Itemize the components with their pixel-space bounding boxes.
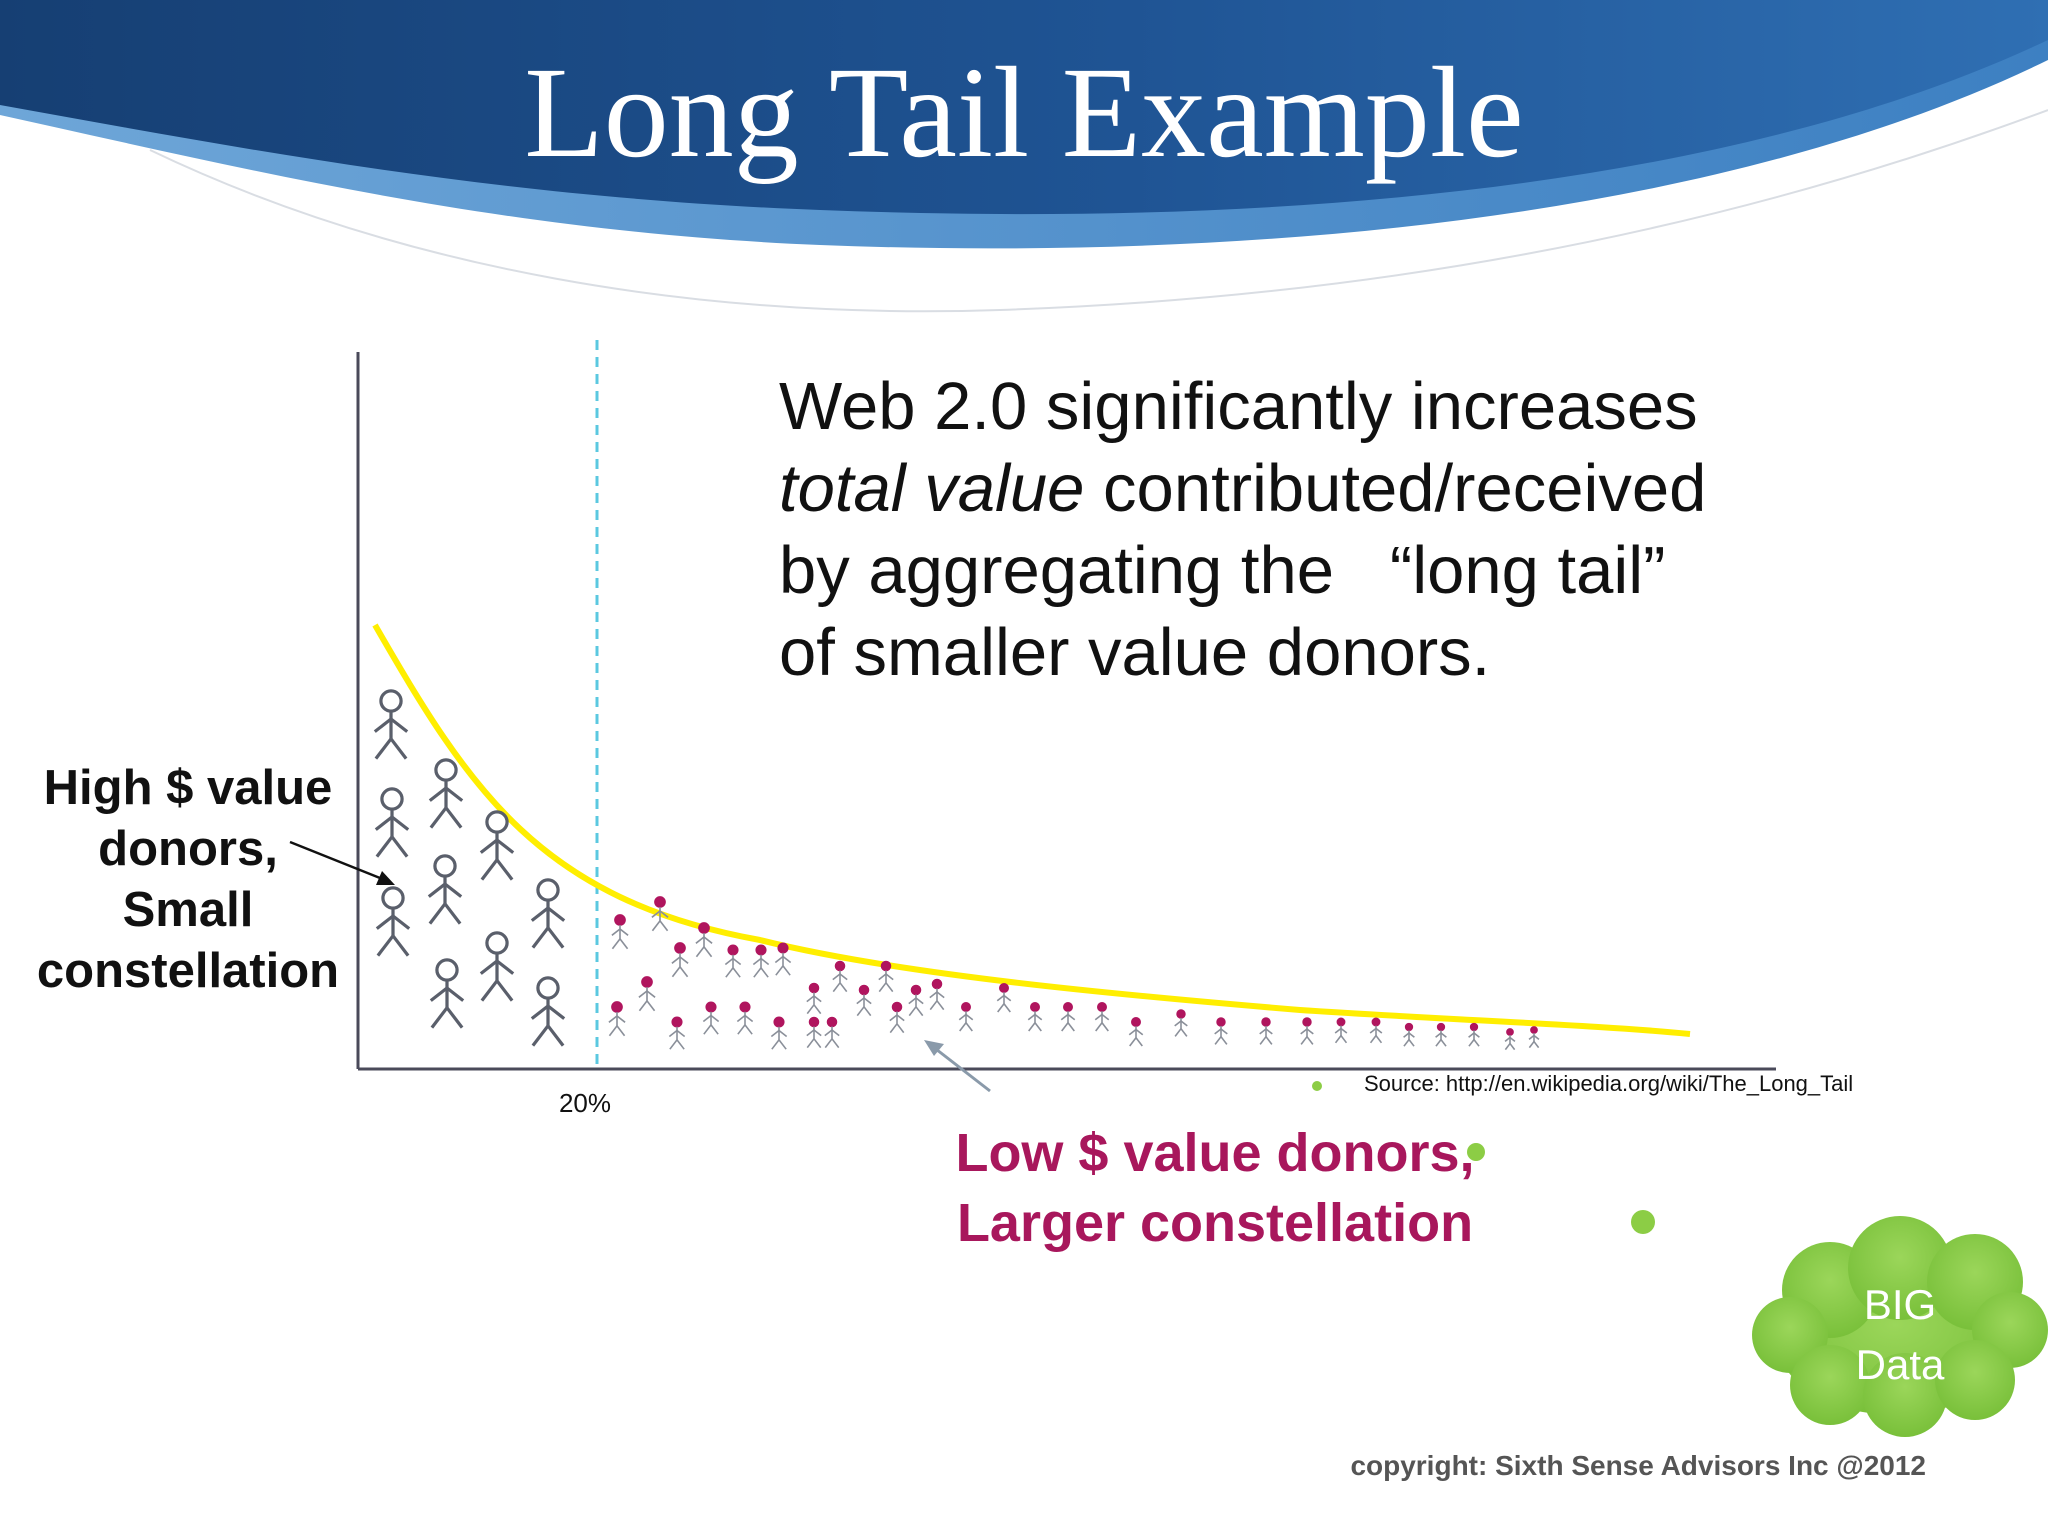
big-data-cloud-icon — [1752, 1216, 2048, 1437]
stick-figure-magenta-head-icon — [1435, 1022, 1447, 1047]
stick-figure-icon — [530, 976, 566, 1047]
stick-figure-magenta-head-icon — [1259, 1017, 1273, 1045]
stick-figure-magenta-head-icon — [1504, 1028, 1516, 1051]
main-description: Web 2.0 significantly increases total va… — [779, 366, 1779, 694]
decor-dot-medium — [1467, 1143, 1485, 1161]
low-value-arrow — [924, 1040, 991, 1093]
stick-figure-icon — [428, 758, 464, 829]
stick-figure-magenta-head-icon — [824, 1016, 840, 1049]
stick-figure-magenta-head-icon — [1027, 1001, 1043, 1032]
slide-title: Long Tail Example — [524, 41, 1524, 185]
badge-line: Data — [1855, 1341, 1945, 1388]
stick-figure-magenta-head-icon — [702, 1001, 720, 1035]
stick-figure-magenta-head-icon — [611, 914, 629, 950]
stick-figure-magenta-head-icon — [856, 984, 872, 1017]
big-data-badge-text: BIG Data — [1800, 1275, 2000, 1395]
low-label-line: Low $ value donors, — [955, 1123, 1475, 1183]
high-value-arrow — [289, 840, 395, 885]
stick-figure-icon — [530, 878, 566, 949]
high-value-label: High $ value donors, Small constellation — [20, 758, 356, 1002]
decor-dot-small — [1312, 1081, 1322, 1091]
description-line: of smaller value donors. — [779, 615, 1491, 690]
stick-figure-magenta-head-icon — [608, 1001, 626, 1037]
stick-figure-magenta-head-icon — [695, 922, 713, 958]
stick-figure-magenta-head-icon — [1468, 1022, 1480, 1047]
high-value-donor-figures — [373, 689, 566, 1047]
stick-figure-magenta-head-icon — [1174, 1009, 1188, 1037]
stick-figure-magenta-head-icon — [1528, 1026, 1540, 1049]
stick-figure-magenta-head-icon — [806, 982, 822, 1015]
copyright-label: copyright: Sixth Sense Advisors Inc @201… — [1350, 1450, 1926, 1481]
high-label-line: constellation — [36, 944, 340, 998]
stick-figure-magenta-head-icon — [832, 960, 848, 993]
low-label-line: Larger constellation — [956, 1193, 1474, 1253]
stick-figure-magenta-head-icon — [736, 1001, 754, 1035]
stick-figure-icon — [373, 689, 409, 760]
stick-figure-magenta-head-icon — [638, 976, 656, 1012]
description-line: Web 2.0 significantly increases — [779, 369, 1698, 444]
stick-figure-magenta-head-icon — [1060, 1001, 1076, 1032]
stick-figure-magenta-head-icon — [770, 1016, 788, 1050]
stick-figure-icon — [429, 958, 465, 1029]
stick-figure-magenta-head-icon — [806, 1016, 822, 1049]
badge-line: BIG — [1863, 1281, 1937, 1328]
stick-figure-magenta-head-icon — [1334, 1017, 1348, 1044]
high-label-line: High $ value — [43, 761, 333, 815]
stick-figure-magenta-head-icon — [929, 978, 945, 1011]
stick-figure-magenta-head-icon — [774, 942, 792, 976]
stick-figure-magenta-head-icon — [908, 984, 924, 1017]
stick-figure-magenta-head-icon — [671, 942, 689, 978]
percent-label: 20% — [558, 1088, 612, 1118]
stick-figure-icon — [427, 854, 463, 925]
stick-figure-magenta-head-icon — [1128, 1016, 1144, 1047]
long-tail-curve — [372, 623, 1691, 1037]
stick-figure-magenta-head-icon — [889, 1001, 905, 1034]
description-line: total value contributed/received — [779, 451, 1707, 526]
stick-figure-magenta-head-icon — [752, 944, 770, 978]
low-value-donor-figures — [608, 896, 1540, 1051]
stick-figure-magenta-head-icon — [1214, 1017, 1228, 1045]
stick-figure-magenta-head-icon — [724, 944, 742, 978]
header-banner — [0, 0, 2048, 313]
stick-figure-icon — [375, 886, 411, 957]
stick-figure-magenta-head-icon — [1369, 1017, 1383, 1044]
stick-figure-icon — [479, 931, 515, 1002]
stick-figure-magenta-head-icon — [1403, 1022, 1415, 1047]
stick-figure-magenta-head-icon — [958, 1001, 974, 1032]
source-label: Source: http://en.wikipedia.org/wiki/The… — [1364, 1071, 1854, 1096]
stick-figure-magenta-head-icon — [996, 982, 1012, 1013]
high-label-line: donors, — [98, 822, 278, 876]
stick-figure-magenta-head-icon — [651, 896, 669, 932]
stick-figure-icon — [479, 810, 515, 881]
decor-dot-large — [1631, 1210, 1655, 1234]
description-line: by aggregating the “long tail” — [779, 533, 1666, 608]
stick-figure-magenta-head-icon — [1094, 1001, 1110, 1032]
low-value-label: Low $ value donors, Larger constellation — [890, 1118, 1540, 1258]
stick-figure-icon — [374, 787, 410, 858]
stick-figure-magenta-head-icon — [878, 960, 894, 993]
high-label-line: Small — [122, 883, 254, 937]
chart-axes — [356, 340, 1776, 1071]
stick-figure-magenta-head-icon — [1300, 1017, 1314, 1045]
stick-figure-magenta-head-icon — [668, 1016, 686, 1050]
